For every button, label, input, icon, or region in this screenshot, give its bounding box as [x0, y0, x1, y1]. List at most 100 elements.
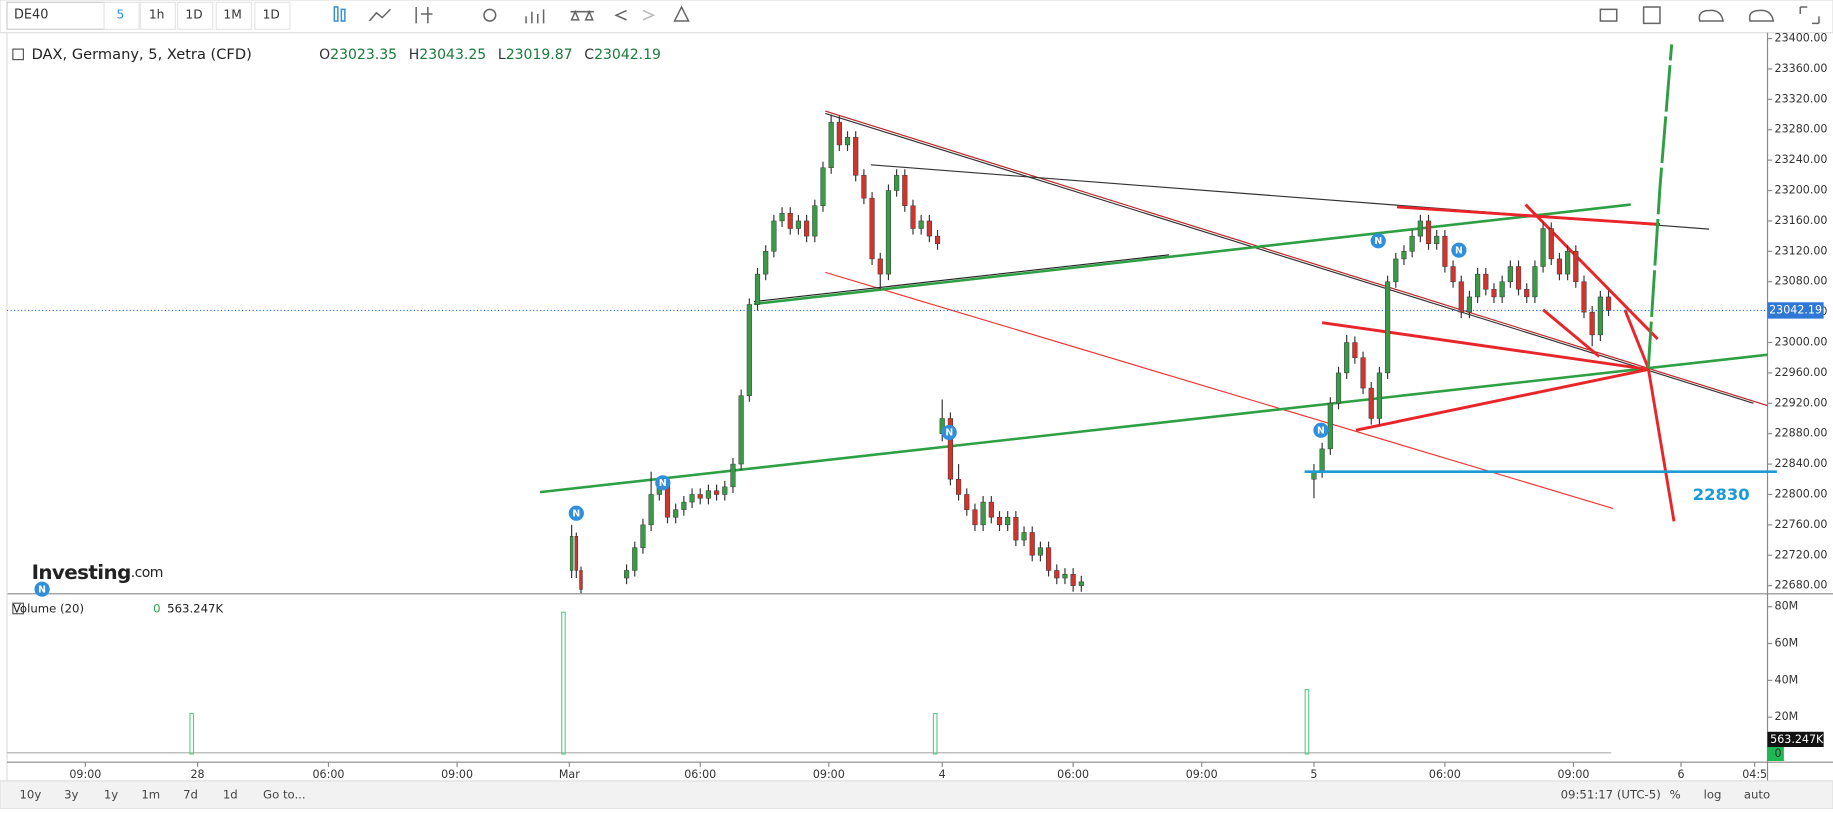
news-marker[interactable] [34, 581, 50, 597]
y-tick-label: 22800.00 [1775, 487, 1828, 500]
candle-body [746, 304, 752, 396]
symbol-input[interactable] [6, 1, 106, 30]
ohlc-key: H [409, 47, 420, 63]
x-tick-label: 09:00 [441, 768, 473, 781]
news-marker-label: N [572, 508, 580, 519]
candle-body [1013, 517, 1019, 541]
candle-body [795, 220, 801, 229]
ohlc-legend: O23023.35 H23043.25 L23019.87 C23042.19 [319, 47, 661, 63]
interval-button[interactable] [103, 1, 140, 30]
candle-body [836, 121, 842, 146]
candle-body [972, 509, 978, 526]
range-button[interactable]: 3y [64, 787, 78, 801]
y-tick-label: 23080.00 [1775, 275, 1828, 288]
candle-body [1062, 574, 1068, 579]
candle-body [1491, 289, 1497, 298]
interval-label: 1D [185, 8, 202, 22]
y-tick-label: 23120.00 [1775, 244, 1828, 257]
x-tick-label: 04:5 [1742, 768, 1767, 781]
interval-label: 1M [223, 8, 241, 22]
news-marker[interactable] [568, 505, 584, 521]
indicator-icon[interactable] [368, 8, 391, 22]
interval-button[interactable] [177, 1, 214, 30]
candle-body [1434, 235, 1440, 244]
interval-button[interactable] [254, 1, 291, 30]
redo-icon[interactable] [642, 9, 656, 21]
news-marker[interactable] [1451, 242, 1467, 258]
ohlc-key: O [319, 47, 330, 63]
interval-label: 1D [263, 8, 280, 22]
candle-body [787, 213, 793, 229]
cloud-down-icon[interactable] [1698, 9, 1725, 22]
candle-body [1483, 273, 1489, 290]
interval-label: 1h [149, 8, 165, 22]
undo-icon[interactable] [614, 9, 627, 21]
symbol: DE40 [14, 8, 48, 23]
candle-icon[interactable] [333, 6, 339, 22]
scale-option[interactable]: % [1670, 787, 1681, 801]
ohlc-key: L [498, 47, 506, 63]
last-price-label: 23042.19 [1769, 303, 1822, 316]
x-tick-label: Mar [559, 768, 580, 781]
range-button[interactable]: 10y [19, 787, 41, 801]
studies-icon[interactable] [525, 9, 545, 24]
volume-tick-label: 20M [1775, 710, 1799, 723]
bell-icon[interactable] [673, 5, 690, 22]
candle-body [624, 570, 630, 579]
candle-body [885, 190, 892, 275]
collapse-button[interactable] [12, 48, 24, 61]
cloud-up-icon[interactable] [1748, 9, 1775, 22]
candle-body [1499, 281, 1505, 298]
settings-icon[interactable] [483, 8, 497, 22]
candle-body [1450, 266, 1456, 282]
scale-option[interactable]: log [1704, 787, 1722, 801]
trend-line [1355, 367, 1649, 432]
news-marker[interactable] [1313, 422, 1329, 438]
trend-line [825, 271, 1614, 510]
candle-body [1078, 581, 1084, 586]
range-button[interactable]: 7d [183, 787, 198, 801]
x-tick-label: 5 [1310, 768, 1317, 781]
interval-button[interactable] [215, 1, 252, 30]
interval-button[interactable] [139, 1, 176, 30]
y-tick-label: 22920.00 [1775, 396, 1828, 409]
x-tick-label: 28 [190, 768, 204, 781]
volume-tick-label: 40M [1775, 673, 1799, 686]
news-marker[interactable] [1370, 233, 1386, 249]
collapse-button[interactable] [12, 602, 24, 615]
trend-line [825, 110, 1768, 407]
alert-icon[interactable] [570, 9, 594, 21]
volume-current-label: 563.247K [167, 602, 223, 616]
drawings [539, 44, 1768, 522]
range-button[interactable]: 1y [104, 787, 118, 801]
candle-body [681, 501, 687, 510]
candle-body [918, 220, 924, 229]
candle-body [730, 463, 736, 488]
goto-button[interactable]: Go to... [263, 787, 306, 801]
y-tick-label: 23240.00 [1775, 153, 1828, 166]
range-button[interactable]: 1d [223, 787, 238, 801]
candle-body [1532, 266, 1538, 298]
trend-line [753, 203, 1631, 306]
fullscreen-icon[interactable] [1799, 6, 1820, 25]
range-button[interactable]: 1m [141, 787, 160, 801]
candle-body [947, 418, 953, 480]
candle-body [861, 175, 867, 199]
layout-icon[interactable] [1642, 6, 1661, 25]
candle-body [1352, 342, 1358, 358]
candle-body [1005, 517, 1011, 526]
news-marker[interactable] [655, 475, 671, 491]
y-tick-label: 22760.00 [1775, 518, 1828, 531]
news-marker[interactable] [941, 424, 957, 441]
camera-icon[interactable] [1599, 8, 1618, 22]
candle-body [673, 509, 679, 518]
x-tick-label: 4 [939, 768, 946, 781]
candle-body [804, 220, 810, 237]
volume-zero-box [1767, 746, 1784, 762]
volume-tick-label: 60M [1775, 637, 1799, 650]
candle-body [934, 235, 941, 244]
compare-icon[interactable] [415, 7, 433, 24]
scale-option[interactable]: auto [1744, 787, 1770, 801]
volume-bar [189, 712, 195, 755]
